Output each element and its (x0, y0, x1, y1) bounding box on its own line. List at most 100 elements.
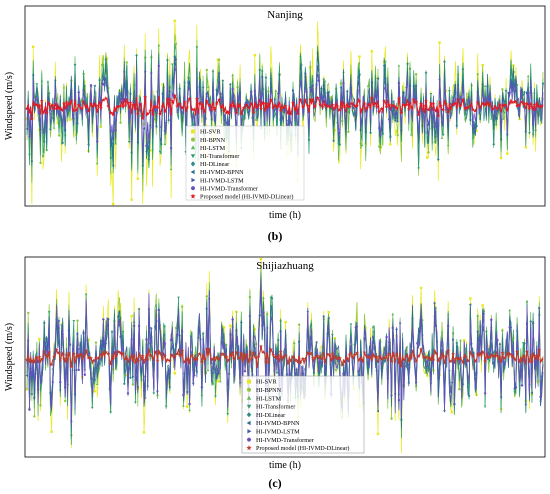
data-point (185, 405, 189, 408)
data-point (74, 107, 79, 112)
data-point (172, 93, 177, 98)
data-point (376, 409, 379, 413)
data-point (261, 350, 266, 354)
data-point (347, 104, 352, 109)
data-point (150, 355, 155, 359)
data-point (446, 119, 450, 123)
data-point (325, 103, 330, 108)
data-point (219, 105, 224, 110)
data-point (132, 324, 136, 327)
data-point (192, 107, 197, 111)
data-point (138, 353, 143, 358)
data-point (84, 105, 89, 109)
data-point (421, 103, 426, 108)
y-axis-label: Windspeed (m/s) (4, 72, 15, 140)
data-point (500, 350, 505, 355)
data-point (459, 339, 462, 342)
data-point (507, 100, 512, 105)
data-point (440, 136, 444, 139)
data-point (224, 110, 229, 115)
data-point (335, 356, 340, 361)
data-point (224, 354, 229, 359)
data-point (468, 303, 472, 306)
data-point (131, 383, 135, 386)
data-point (206, 85, 210, 88)
data-point (217, 97, 222, 102)
data-point (396, 361, 401, 365)
data-point (169, 147, 173, 150)
data-point (283, 103, 288, 108)
data-point (77, 368, 80, 371)
data-point (493, 354, 497, 358)
data-point (508, 308, 512, 312)
data-point (103, 350, 108, 354)
data-point (165, 357, 170, 362)
data-point (269, 296, 273, 299)
data-point (389, 143, 392, 146)
data-point (456, 97, 460, 102)
data-point (25, 357, 29, 362)
legend-label: HI-SVR (200, 129, 221, 136)
x-axis-label: time (h) (269, 460, 301, 471)
data-point (197, 351, 202, 356)
data-point (497, 355, 502, 359)
chart-svg-nanjing: Nanjing Windspeed (m/s) time (h) (b) HI-… (4, 5, 546, 243)
data-point (161, 83, 164, 86)
data-point (485, 354, 490, 359)
data-point (187, 360, 192, 365)
data-point (32, 102, 37, 107)
data-point (332, 355, 337, 359)
data-point (86, 355, 91, 360)
data-point (415, 84, 418, 88)
data-point (94, 103, 98, 107)
data-point (527, 106, 532, 111)
data-point (187, 80, 190, 84)
data-point (64, 128, 67, 132)
legend-label: HI-IVMD-LSTM (256, 429, 300, 436)
data-point (52, 106, 57, 111)
data-point (470, 353, 475, 358)
data-point (227, 357, 231, 362)
data-point (182, 393, 185, 397)
data-point (468, 103, 473, 108)
data-point (202, 109, 207, 114)
data-point (89, 84, 93, 87)
data-point (221, 79, 225, 83)
data-point (49, 127, 52, 131)
data-point (150, 112, 155, 117)
data-point (49, 362, 54, 367)
data-point (476, 90, 480, 94)
data-point (110, 330, 114, 334)
data-point (273, 103, 278, 108)
data-point (229, 354, 234, 358)
data-point (297, 323, 301, 326)
data-point (295, 111, 300, 116)
data-point (508, 91, 512, 94)
data-point (61, 356, 66, 361)
data-point (175, 351, 180, 356)
data-point (342, 104, 347, 108)
data-point (57, 134, 61, 137)
data-point (109, 157, 113, 160)
data-point (42, 140, 46, 144)
data-point (389, 359, 394, 364)
data-point (251, 110, 256, 115)
data-point (123, 356, 128, 361)
data-point (106, 351, 111, 356)
legend-marker (246, 420, 251, 426)
data-point (278, 349, 283, 354)
data-point (402, 91, 406, 95)
data-point (246, 105, 251, 110)
data-point (61, 101, 66, 106)
data-point (121, 104, 126, 108)
legend-marker (191, 177, 196, 183)
data-point (163, 129, 167, 132)
data-point (433, 301, 437, 305)
data-point (300, 104, 305, 109)
data-point (133, 106, 138, 111)
data-point (468, 118, 472, 122)
data-point (141, 164, 145, 168)
series-layer (25, 257, 544, 454)
data-point (145, 338, 148, 341)
